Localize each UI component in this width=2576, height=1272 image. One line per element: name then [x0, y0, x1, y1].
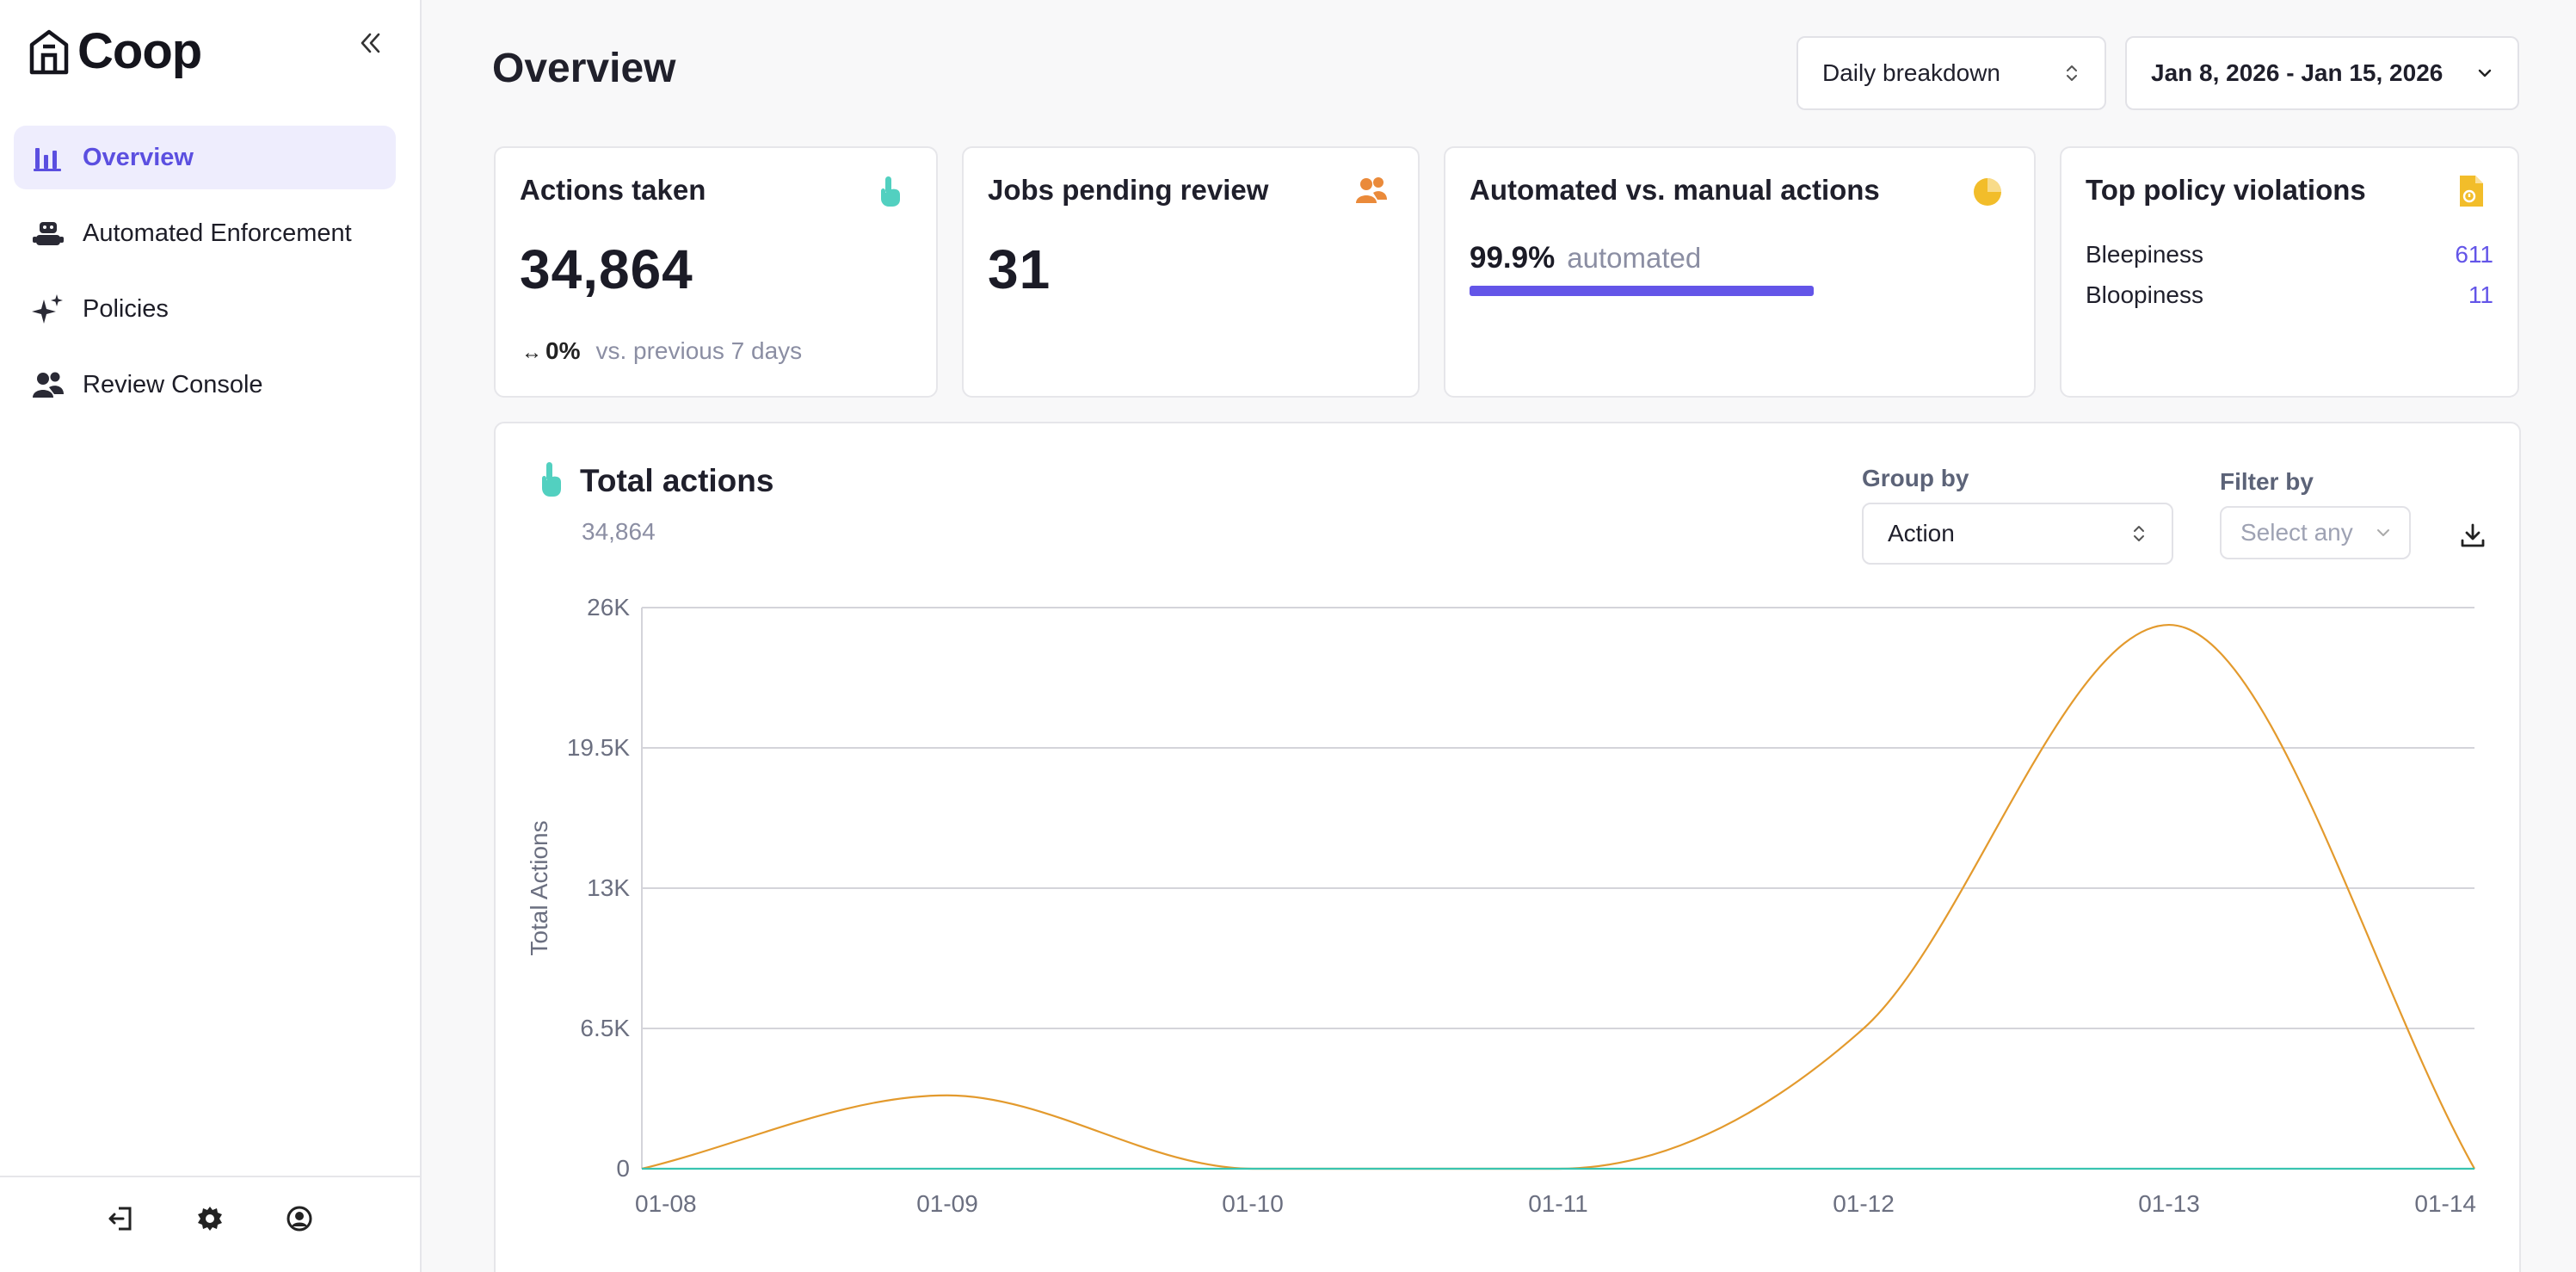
page-title: Overview: [492, 46, 676, 91]
card-title: Jobs pending review: [988, 174, 1269, 206]
pointer-hand-icon: [533, 460, 568, 499]
jobs-pending-value: 31: [988, 238, 1051, 300]
panel-title: Total actions: [580, 463, 774, 498]
y-tick-label: 0: [616, 1155, 630, 1182]
date-range-picker[interactable]: Jan 8, 2026 - Jan 15, 2026: [2125, 36, 2519, 110]
collapse-sidebar-icon[interactable]: [356, 29, 384, 57]
date-range-value: Jan 8, 2026 - Jan 15, 2026: [2151, 59, 2444, 86]
sidebar: Coop Overview Automated Enforcement Poli…: [0, 0, 422, 1272]
jobs-pending-card: Jobs pending review 31: [962, 146, 1420, 398]
y-tick-label: 13K: [587, 874, 630, 901]
pie-chart-icon: [1970, 174, 2005, 208]
x-tick-label: 01-11: [1528, 1190, 1588, 1217]
group-by-select[interactable]: Action: [1862, 503, 2173, 565]
x-tick-label: 01-12: [1833, 1190, 1895, 1217]
account-icon[interactable]: [286, 1205, 313, 1232]
sidebar-nav: Overview Automated Enforcement Policies …: [14, 126, 396, 429]
list-item[interactable]: Bloopiness 11: [2086, 281, 2493, 308]
y-tick-label: 26K: [587, 594, 630, 621]
delta-note: vs. previous 7 days: [595, 337, 803, 364]
y-tick-label: 19.5K: [567, 734, 630, 761]
filter-by-select[interactable]: Select any: [2220, 506, 2411, 559]
automated-progress-fill: [1470, 286, 1814, 296]
sidebar-item-label: Policies: [83, 294, 169, 323]
robot-icon: [31, 216, 65, 250]
automated-percent: 99.9%: [1470, 241, 1556, 275]
sidebar-item-automated-enforcement[interactable]: Automated Enforcement: [14, 201, 396, 265]
users-icon: [1354, 174, 1389, 208]
actions-taken-value: 34,864: [520, 238, 693, 300]
users-icon: [31, 367, 65, 402]
actions-taken-card: Actions taken 34,864 ↔ 0% vs. previous 7…: [494, 146, 938, 398]
sidebar-item-review-console[interactable]: Review Console: [14, 353, 396, 417]
app-name: Coop: [77, 23, 202, 79]
sidebar-item-overview[interactable]: Overview: [14, 126, 396, 189]
chevron-down-icon: [2474, 63, 2495, 83]
breakdown-select-value: Daily breakdown: [1822, 59, 2000, 86]
y-tick-label: 6.5K: [580, 1015, 630, 1041]
automated-card: Automated vs. manual actions 99.9% autom…: [1444, 146, 2036, 398]
bar-chart-icon: [31, 140, 65, 175]
x-tick-label: 01-09: [916, 1190, 978, 1217]
card-title: Automated vs. manual actions: [1470, 174, 1880, 206]
filter-by-label: Filter by: [2220, 468, 2314, 495]
sidebar-item-policies[interactable]: Policies: [14, 277, 396, 341]
filter-by-placeholder: Select any: [2240, 519, 2353, 546]
x-tick-label: 01-13: [2138, 1190, 2200, 1217]
list-item[interactable]: Bleepiness 611: [2086, 240, 2493, 268]
top-violations-card: Top policy violations Bleepiness 611 Blo…: [2060, 146, 2519, 398]
violations-list: Bleepiness 611 Bloopiness 11: [2086, 234, 2493, 315]
horizontal-arrows-icon: ↔: [521, 341, 542, 364]
panel-total: 34,864: [582, 518, 656, 545]
coop-logo-icon: [28, 28, 71, 76]
sidebar-item-label: Review Console: [83, 370, 263, 398]
group-by-value: Action: [1888, 520, 1955, 546]
total-actions-chart: 0 6.5K 13K 19.5K 26K Total Actions 01-08 01-09 0…: [526, 594, 2476, 1217]
total-actions-panel: Total actions 34,864 Group by Action Fil…: [494, 422, 2521, 1272]
brand[interactable]: Coop: [28, 22, 202, 80]
sidebar-item-label: Automated Enforcement: [83, 219, 352, 247]
sidebar-footer: [0, 1176, 420, 1272]
pointer-hand-icon: [872, 174, 907, 208]
x-tick-label: 01-10: [1222, 1190, 1284, 1217]
chevron-up-down-icon: [2061, 63, 2082, 83]
x-tick-label: 01-14: [2414, 1190, 2476, 1217]
card-title: Top policy violations: [2086, 174, 2366, 206]
group-by-label: Group by: [1862, 465, 1969, 491]
breakdown-select[interactable]: Daily breakdown: [1796, 36, 2106, 110]
y-axis-label: Total Actions: [526, 820, 552, 955]
actions-delta: ↔ 0% vs. previous 7 days: [521, 337, 802, 365]
automated-progress-bar: [1470, 286, 1814, 296]
delta-percent: 0%: [545, 337, 581, 364]
download-icon[interactable]: [2459, 522, 2487, 549]
chevron-down-icon: [2373, 522, 2394, 543]
x-tick-label: 01-08: [635, 1190, 697, 1217]
logout-icon[interactable]: [107, 1205, 134, 1232]
series-line: [641, 623, 2475, 1170]
document-warning-icon: [2454, 174, 2488, 208]
chevron-up-down-icon: [2129, 523, 2149, 544]
automated-label: automated: [1567, 242, 1702, 274]
sparkle-icon: [31, 292, 65, 326]
card-title: Actions taken: [520, 174, 706, 206]
automated-summary: 99.9% automated: [1470, 241, 1701, 275]
sidebar-item-label: Overview: [83, 143, 194, 171]
gear-icon[interactable]: [196, 1205, 224, 1232]
